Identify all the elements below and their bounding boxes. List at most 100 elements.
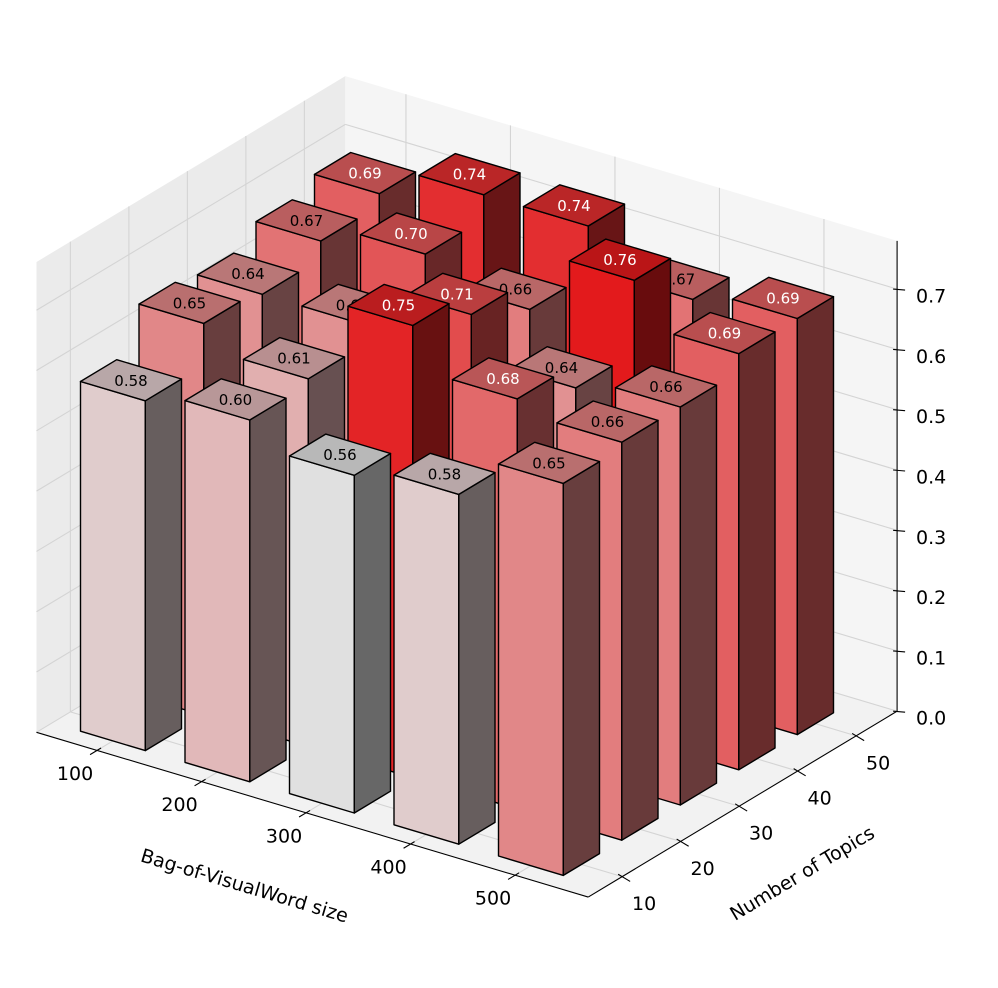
- z-tick: [893, 409, 906, 412]
- z-tick: [893, 469, 906, 472]
- bar-top-face: [138, 281, 241, 325]
- bar-value-label: 0.61: [277, 350, 310, 368]
- x-axis-title: Bag-of-VisualWord size: [138, 845, 351, 928]
- bar-top-face: [288, 433, 392, 476]
- bar-side-face: [458, 471, 496, 845]
- x-tick: [194, 778, 206, 787]
- x-tick-label: 300: [266, 825, 302, 847]
- bar-side-face: [796, 296, 835, 736]
- bar-value-label: 0.75: [382, 296, 415, 314]
- bar-top-face: [614, 365, 718, 408]
- bar-value-label: 0.71: [440, 285, 473, 303]
- bar-value-label: 0.66: [591, 413, 624, 431]
- bar-front-face: [497, 463, 564, 877]
- bar-top-face: [522, 184, 626, 227]
- x-tick: [89, 747, 102, 756]
- bar-value-label: 0.58: [428, 465, 461, 483]
- bar-side-face: [621, 419, 659, 841]
- bar-value-label: 0.74: [557, 197, 590, 215]
- z-tick-label: 0.4: [916, 467, 946, 489]
- z-tick: [893, 590, 906, 593]
- bar-top-face: [255, 199, 358, 242]
- bar: 0.58: [79, 359, 183, 752]
- bar: 0.58: [393, 452, 496, 845]
- x-tick-label: 100: [57, 763, 93, 785]
- bar-value-label: 0.64: [231, 265, 264, 283]
- bar-value-label: 0.76: [603, 251, 636, 269]
- z-tick-label: 0.6: [916, 346, 946, 368]
- bar-front-face: [184, 399, 251, 783]
- bar-side-face: [738, 331, 776, 771]
- bar-side-face: [144, 378, 183, 752]
- z-tick-label: 0.5: [916, 406, 946, 428]
- bar-value-label: 0.60: [219, 391, 252, 409]
- bar-front-face: [288, 455, 355, 814]
- bar-top-face: [196, 252, 300, 295]
- bar-value-label: 0.56: [323, 446, 356, 464]
- z-tick: [893, 348, 906, 351]
- z-tick-label: 0.7: [916, 286, 946, 308]
- x-tick: [507, 872, 520, 880]
- y-tick: [617, 873, 631, 882]
- bar-value-label: 0.70: [394, 225, 427, 243]
- x-tick: [298, 809, 311, 818]
- bar-top-face: [184, 378, 287, 421]
- y-tick-label: 30: [749, 823, 773, 845]
- z-tick: [893, 288, 906, 291]
- y-tick-label: 50: [866, 752, 890, 774]
- x-axis-line: [36, 731, 589, 898]
- bar-side-face: [249, 397, 287, 783]
- bar-side-face: [353, 452, 392, 814]
- bars: 0.69 0.740.740.670.690.670.700.660.760.69…: [79, 151, 835, 877]
- y-tick-label: 20: [691, 858, 715, 880]
- bar-top-face: [673, 311, 776, 355]
- bar-value-label: 0.66: [649, 378, 682, 396]
- bar-top-face: [393, 452, 496, 496]
- bar-value-label: 0.65: [173, 294, 206, 312]
- x-tick-label: 200: [161, 794, 197, 816]
- y-tick-label: 10: [632, 893, 656, 915]
- bar: 0.60: [184, 378, 287, 783]
- bar-top-face: [313, 151, 417, 195]
- y-tick-label: 40: [808, 788, 832, 810]
- bar-value-label: 0.69: [708, 325, 741, 343]
- bar-top-face: [347, 283, 450, 327]
- x-tick: [403, 841, 415, 849]
- bar-value-label: 0.64: [545, 359, 578, 377]
- z-tick: [893, 650, 906, 653]
- bar-top-face: [497, 441, 601, 485]
- bar-side-face: [562, 460, 601, 877]
- bar-top-face: [242, 336, 346, 380]
- z-tick-label: 0.1: [916, 647, 946, 669]
- bar-top-face: [556, 400, 659, 443]
- z-tick: [893, 529, 906, 532]
- y-tick: [851, 732, 865, 742]
- z-tick: [893, 710, 906, 713]
- y-axis-line: [587, 710, 898, 898]
- bar-value-label: 0.74: [453, 166, 486, 184]
- bar-value-label: 0.58: [114, 372, 147, 390]
- bar-value-label: 0.67: [290, 212, 323, 230]
- x-tick-label: 500: [475, 888, 511, 910]
- y-tick: [734, 803, 748, 812]
- z-tick-label: 0.2: [916, 587, 946, 609]
- bar-value-label: 0.65: [532, 454, 565, 472]
- bar-top-face: [418, 152, 521, 196]
- bar-top-face: [568, 238, 672, 281]
- bar-top-face: [79, 359, 183, 402]
- bar-top-face: [359, 212, 463, 255]
- z-tick-label: 0.0: [916, 708, 946, 730]
- bar-value-label: 0.69: [348, 165, 381, 183]
- bar-front-face: [79, 380, 147, 752]
- y-tick: [676, 838, 689, 847]
- bar-side-face: [679, 384, 718, 806]
- z-tick-label: 0.3: [916, 527, 946, 549]
- x-tick-label: 400: [370, 857, 406, 879]
- bar-front-face: [393, 474, 460, 845]
- y-tick: [793, 768, 806, 777]
- bar-top-face: [731, 276, 835, 320]
- bar-value-label: 0.68: [486, 370, 519, 388]
- bar-top-face: [451, 357, 555, 400]
